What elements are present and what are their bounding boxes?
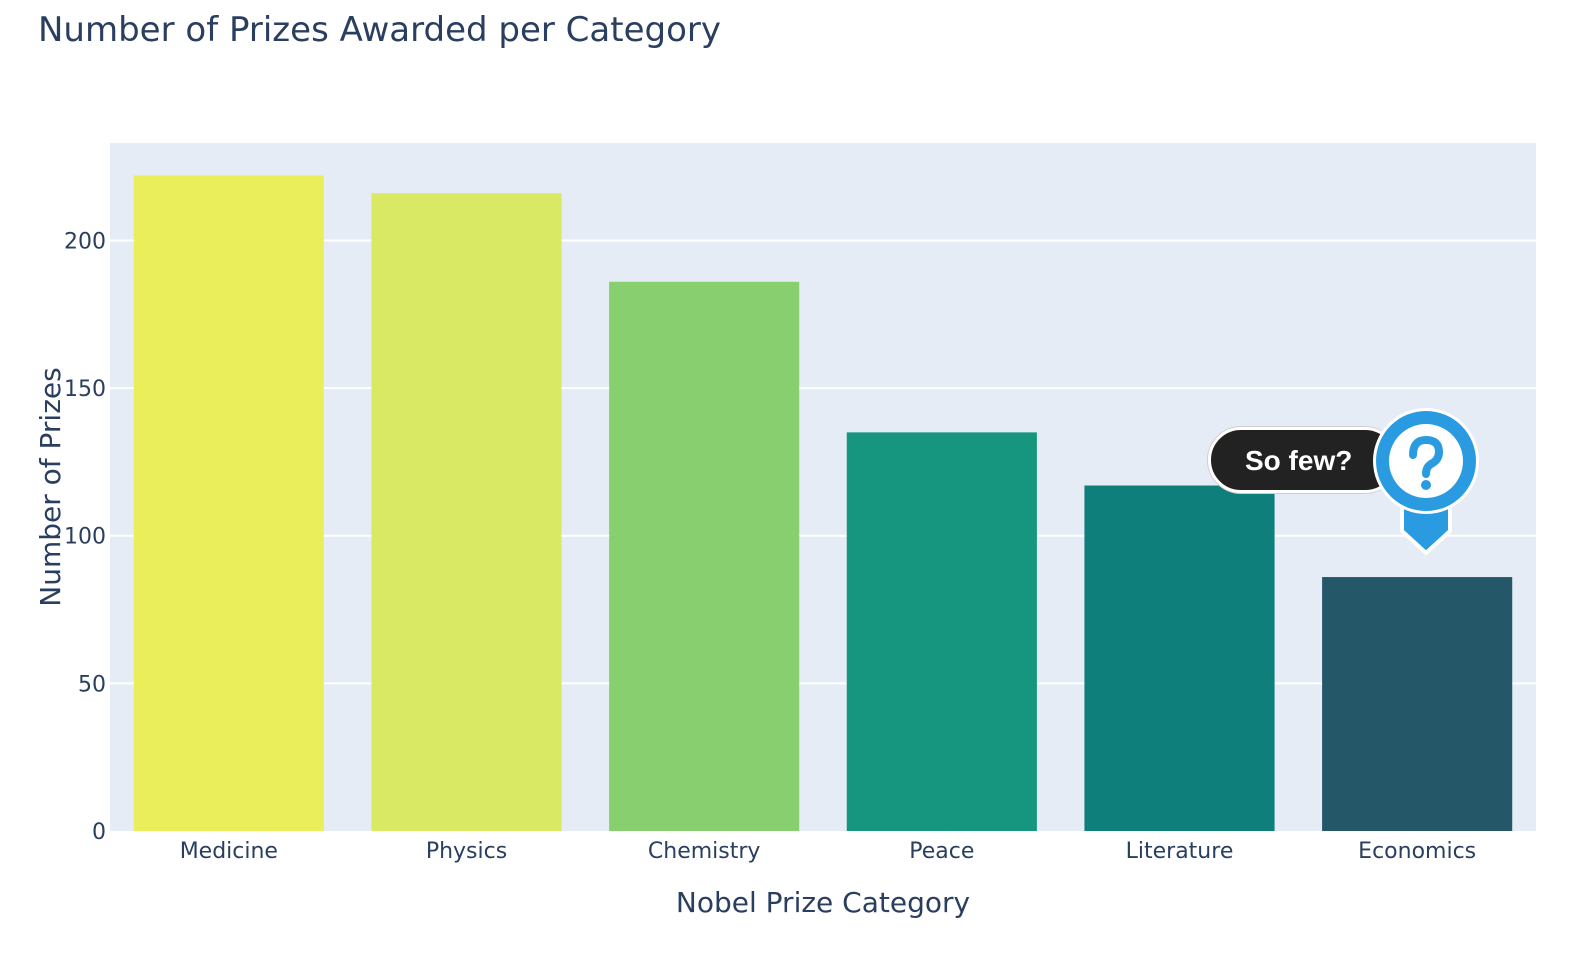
bar-medicine[interactable] [133,175,324,831]
bar-economics[interactable] [1322,577,1513,831]
x-tick-label: Literature [1126,839,1234,864]
bar-peace[interactable] [846,432,1037,831]
x-axis-title: Nobel Prize Category [676,886,970,919]
y-axis-title: Number of Prizes [34,367,67,606]
x-tick-label: Chemistry [648,839,761,864]
x-tick-label: Peace [909,839,974,864]
bar-physics[interactable] [371,193,562,832]
y-tick-label: 0 [92,820,106,845]
x-tick-label: Medicine [180,839,278,864]
x-tick-label: Physics [426,839,507,864]
bars [133,175,1513,832]
y-tick-label: 50 [78,672,106,697]
bar-literature[interactable] [1084,485,1275,831]
chart-title: Number of Prizes Awarded per Category [38,10,721,50]
annotation-pill[interactable]: So few? [1208,427,1398,493]
y-tick-label: 100 [64,525,106,550]
annotation-callout[interactable]: So few? [1208,403,1488,563]
bar-chemistry[interactable] [609,281,800,831]
help-marker[interactable] [1368,403,1484,563]
y-tick-label: 200 [64,229,106,254]
y-tick-label: 150 [64,377,106,402]
annotation-text: So few? [1245,445,1353,476]
gridlines [110,239,1536,685]
y-axis-ticks: 0 50 100 150 200 [64,229,106,845]
x-tick-label: Economics [1358,839,1476,864]
question-mark-icon [1373,408,1479,555]
x-axis-ticks: Medicine Physics Chemistry Peace Literature E… [180,839,1476,864]
